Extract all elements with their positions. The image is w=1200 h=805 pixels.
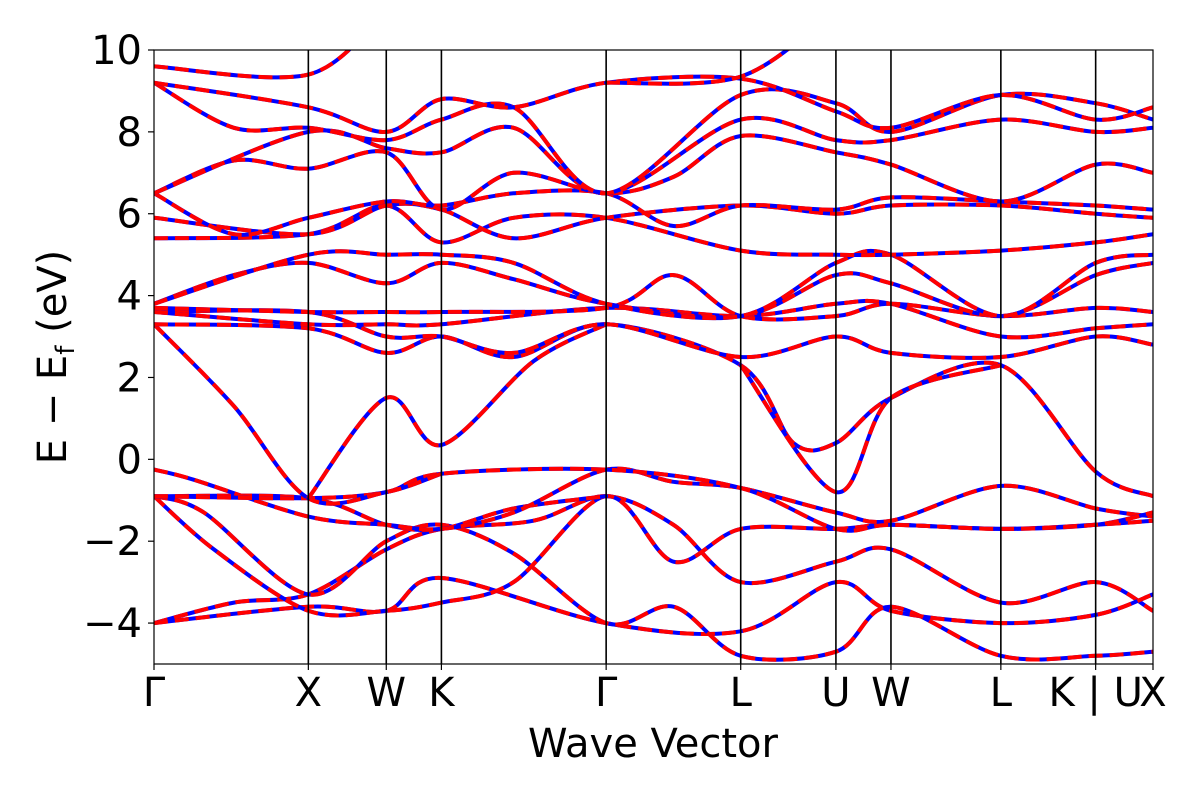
x-tick-label-0: Γ	[143, 670, 166, 716]
y-tick-label-0: −4	[83, 601, 142, 647]
x-tick-label-5: L	[730, 670, 753, 716]
y-tick-label-1: −2	[83, 519, 142, 565]
band-line-red-2	[154, 494, 1153, 662]
y-axis-label-unit: (eV)	[30, 250, 76, 346]
band-line-red-15	[154, 248, 1153, 321]
kpoint-lines-layer	[307, 50, 1097, 664]
band-line-red-7	[154, 322, 443, 506]
y-axis-ticks: −4 −2 0 2 4 6 8 10	[83, 28, 154, 647]
x-tick-label-4: Γ	[595, 670, 618, 716]
y-tick-label-3: 2	[117, 355, 142, 401]
band-line-red-21	[154, 80, 1153, 196]
x-tick-label-3: K	[428, 670, 456, 716]
y-tick-label-4: 4	[117, 274, 142, 320]
y-axis-label-subscript: f	[51, 345, 81, 355]
band-line-red-6	[154, 466, 1153, 533]
x-tick-label-9: K | U	[1048, 670, 1142, 716]
x-tick-label-2: W	[366, 670, 406, 716]
y-tick-label-5: 6	[117, 192, 142, 238]
band-line-red-8	[306, 322, 607, 500]
x-axis-label: Wave Vector	[528, 721, 779, 767]
x-tick-label-1: X	[295, 670, 322, 716]
band-line-red-0	[154, 494, 1153, 626]
plot-frame	[153, 49, 1154, 665]
band-line-red-19	[154, 133, 1153, 212]
y-tick-label-2: 0	[117, 437, 142, 483]
y-tick-label-6: 8	[117, 110, 142, 156]
y-tick-label-7: 10	[91, 28, 142, 74]
band-line-red-12	[154, 298, 1153, 340]
x-tick-label-7: W	[871, 670, 911, 716]
y-axis-label: E − Ef (eV)	[30, 250, 81, 465]
x-tick-label-8: L	[990, 670, 1013, 716]
band-line-red-3	[154, 494, 1153, 618]
x-tick-label-10: X	[1139, 670, 1166, 716]
y-axis-label-main: E − E	[30, 355, 76, 465]
x-tick-label-6: U	[821, 670, 850, 716]
band-line-red-10	[739, 363, 1002, 495]
